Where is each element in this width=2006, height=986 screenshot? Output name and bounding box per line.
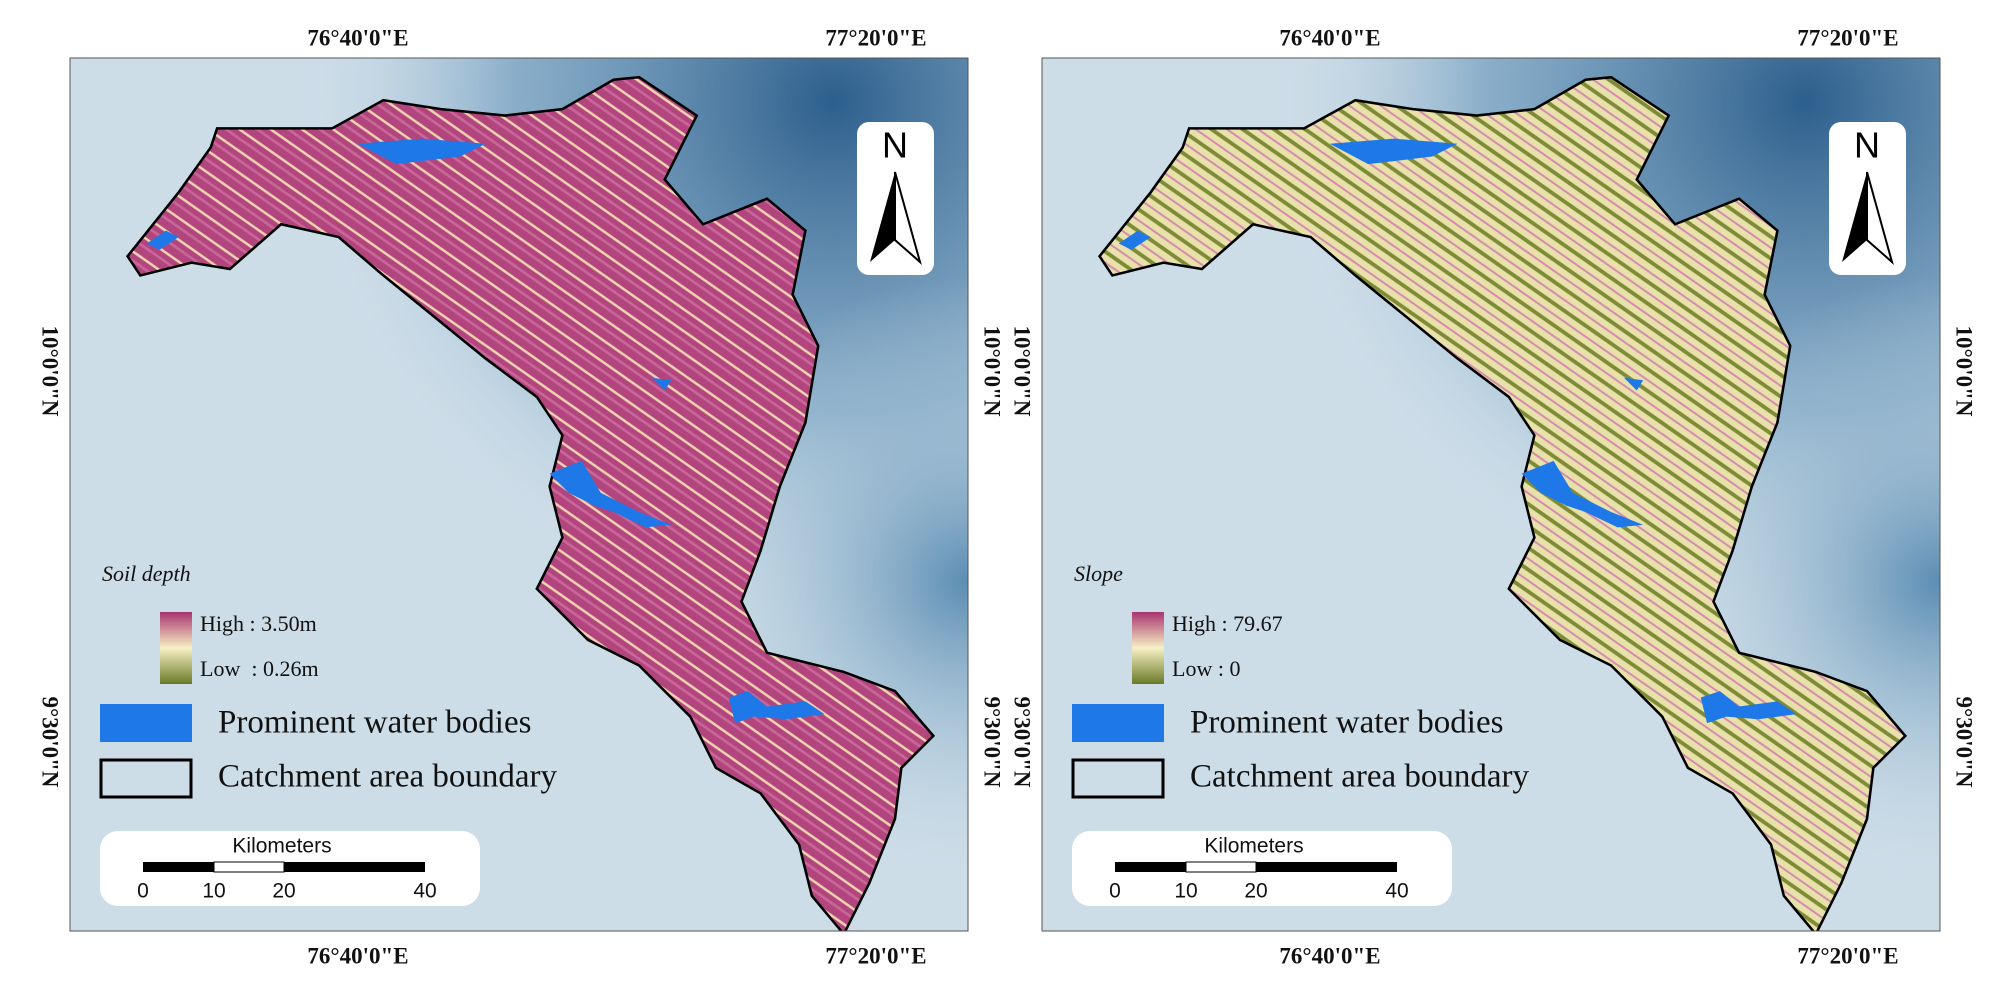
scale-label: 40 [1385, 880, 1408, 903]
legend-item: Prominent water bodies [218, 705, 531, 741]
scale-seg [213, 861, 285, 873]
scale-label: 20 [1244, 880, 1267, 903]
coord-label: 9°30'0"N [1010, 697, 1035, 788]
legend-high: High : 79.67 [1172, 611, 1283, 636]
legend-title: Slope [1074, 561, 1123, 586]
north-arrow [870, 172, 895, 262]
coord-label: 77°20'0"E [825, 25, 926, 50]
coord-label: 10°0'0"N [1010, 326, 1035, 417]
scale-label: 40 [413, 880, 436, 903]
coord-label: 9°30'0"N [980, 697, 1005, 788]
coord-label: 76°40'0"E [307, 943, 408, 968]
legend-low: Low : 0 [1172, 656, 1240, 681]
scale-label: 0 [1109, 880, 1121, 903]
north-arrow [1842, 172, 1867, 262]
color-ramp [160, 612, 192, 684]
coord-label: 77°20'0"E [825, 943, 926, 968]
legend-item: Catchment area boundary [1190, 759, 1530, 795]
coord-label: 9°30'0"N [1952, 697, 1977, 788]
scale-label: 10 [1174, 880, 1197, 903]
coord-label: 77°20'0"E [1797, 943, 1898, 968]
coord-label: 10°0'0"N [980, 326, 1005, 417]
north-label: N [882, 125, 908, 166]
scale-label: 20 [272, 880, 295, 903]
coord-label: 10°0'0"N [1952, 326, 1977, 417]
scale-seg [284, 862, 425, 872]
scale-seg [1256, 862, 1397, 872]
legend-boundary-swatch [99, 758, 193, 799]
legend-low: Low : 0.26m [200, 656, 319, 681]
legend-item: Catchment area boundary [218, 759, 558, 795]
scale-label: 0 [137, 880, 149, 903]
legend-water-swatch [100, 704, 192, 742]
scale-seg [1185, 861, 1257, 873]
legend-high: High : 3.50m [200, 611, 317, 636]
north-arrow [894, 171, 922, 265]
legend-item: Prominent water bodies [1190, 705, 1503, 741]
legend-water-swatch [1072, 704, 1164, 742]
legend-title: Soil depth [102, 561, 191, 586]
coord-label: 9°30'0"N [38, 697, 63, 788]
scale-seg [1115, 862, 1186, 872]
legend-boundary-swatch [1071, 758, 1165, 799]
color-ramp [1132, 612, 1164, 684]
map-panel: 76°40'0"E 77°20'0"E 76°40'0"E 77°20'0"E 10°0… [1010, 25, 1977, 968]
coord-label: 76°40'0"E [1279, 943, 1380, 968]
north-arrow [1866, 171, 1894, 265]
map-panel: 76°40'0"E 77°20'0"E 76°40'0"E 77°20'0"E 10°0… [38, 25, 1005, 968]
coord-label: 77°20'0"E [1797, 25, 1898, 50]
north-label: N [1854, 125, 1880, 166]
coord-label: 76°40'0"E [1279, 25, 1380, 50]
scale-unit: Kilometers [1204, 835, 1303, 858]
map-frame [69, 57, 969, 932]
scale-unit: Kilometers [232, 835, 331, 858]
map-frame-content [70, 58, 968, 931]
coord-label: 76°40'0"E [307, 25, 408, 50]
coord-label: 10°0'0"N [38, 326, 63, 417]
map-frame [1041, 57, 1941, 932]
map-frame-content [1042, 58, 1940, 931]
scale-seg [143, 862, 214, 872]
scale-label: 10 [202, 880, 225, 903]
